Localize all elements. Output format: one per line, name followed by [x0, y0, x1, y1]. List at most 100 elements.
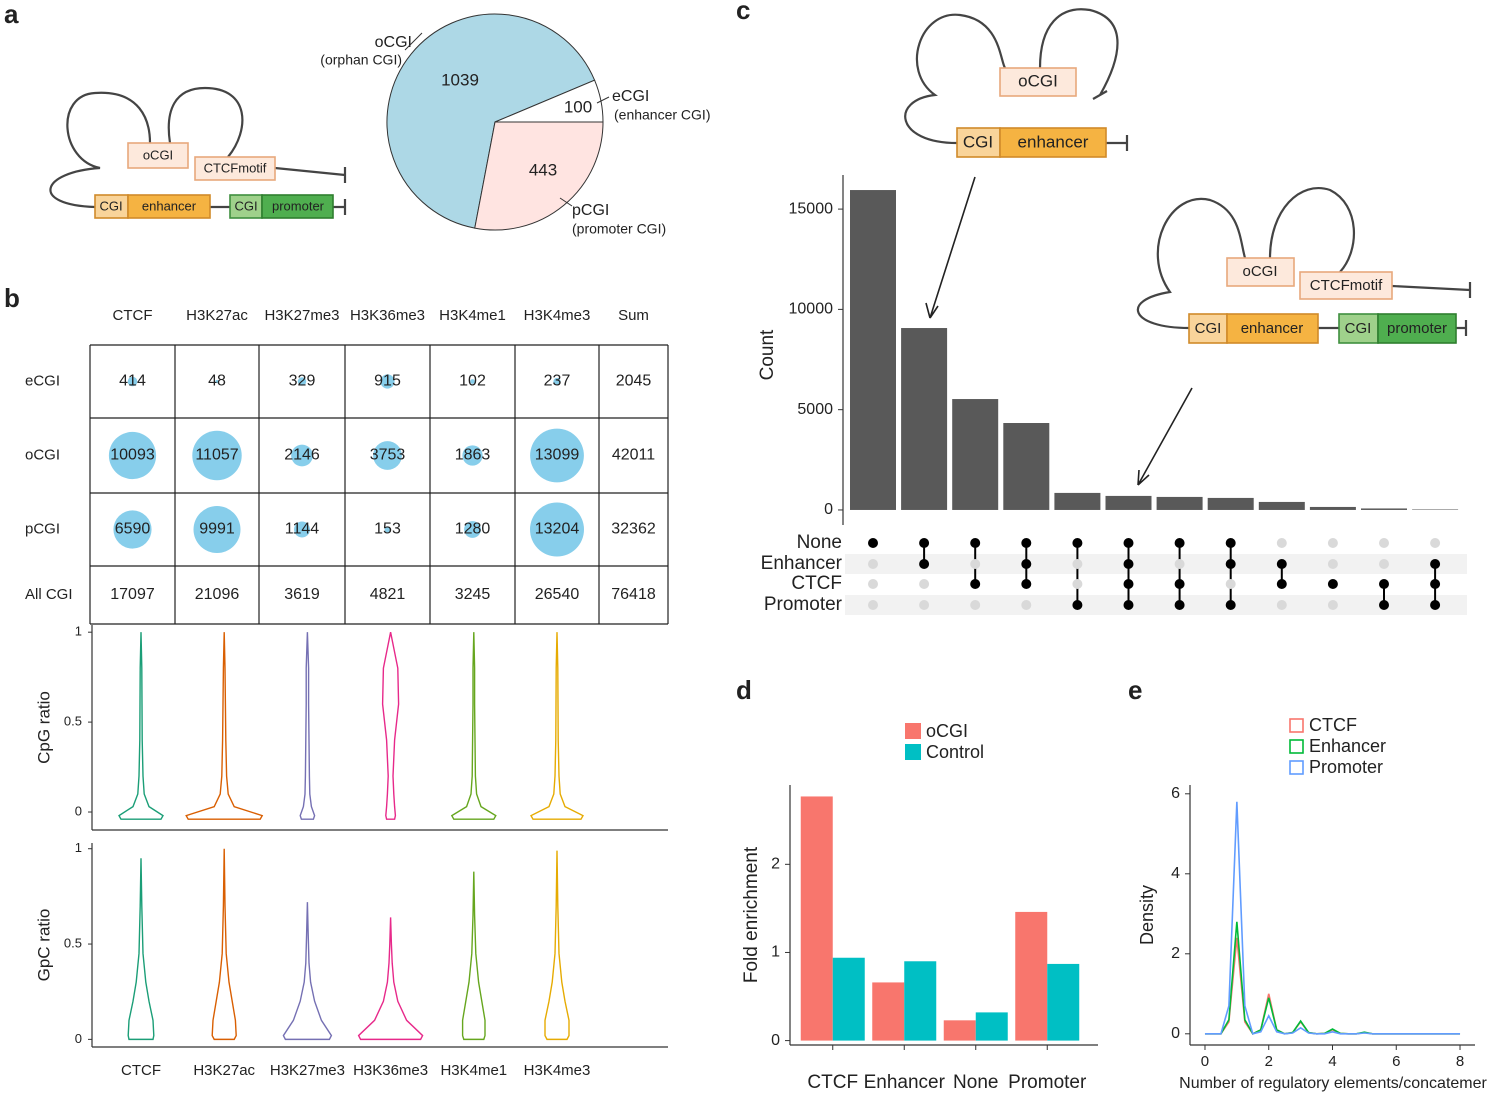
legend-label: oCGI	[926, 721, 968, 741]
diagram-label: CGI	[1195, 320, 1222, 337]
matrix-dot	[1379, 559, 1389, 569]
pie-category-label: eCGI	[612, 88, 649, 105]
matrix-dot	[919, 538, 930, 548]
row-header: pCGI	[25, 520, 60, 537]
matrix-stripe	[845, 554, 1467, 574]
box	[1226, 313, 1319, 344]
matrix-stripe	[845, 595, 1467, 615]
bar	[943, 1020, 976, 1041]
pie-description: (promoter CGI)	[572, 221, 666, 237]
y-tick-label: 0	[1171, 1025, 1180, 1042]
matrix-dot	[1072, 579, 1083, 589]
y-tick-label: 0	[771, 1032, 780, 1049]
cell-value: 48	[208, 373, 226, 390]
diagram-label: enhancer	[1241, 320, 1304, 337]
pie-category-label: oCGI	[375, 34, 412, 51]
diagram-label: enhancer	[1018, 132, 1089, 151]
diagram-label: CGI	[963, 132, 993, 151]
matrix-dot	[1327, 538, 1338, 548]
column-header: H3K36me3	[350, 307, 425, 324]
x-tick-label: Promoter	[1008, 1072, 1087, 1093]
cell-value: 153	[374, 521, 401, 538]
box	[1188, 313, 1228, 344]
diagram-c-upper: oCGI CGI enhancer	[904, 8, 1129, 319]
x-tick-label: H3K4me1	[440, 1062, 507, 1079]
matrix-dot	[970, 600, 981, 610]
diagram-label: oCGI	[143, 147, 173, 162]
matrix-dot	[1072, 600, 1083, 610]
bubble	[530, 428, 584, 483]
cell-value: 2045	[616, 373, 652, 390]
bubble	[127, 376, 138, 387]
bar	[1361, 508, 1407, 510]
bubble	[530, 502, 584, 557]
pie-value-label: 100	[564, 97, 592, 116]
column-header: Sum	[618, 307, 649, 324]
cell-value: 76418	[611, 586, 656, 603]
matrix-dot	[1430, 538, 1441, 548]
connector	[210, 166, 347, 215]
matrix-dot	[1225, 579, 1236, 589]
diagram-label: CGI	[234, 198, 257, 213]
matrix-dot	[1123, 559, 1134, 569]
box	[194, 156, 276, 181]
matrix-dot	[1123, 600, 1134, 610]
box	[127, 194, 211, 219]
y-tick-label: 0.5	[64, 935, 82, 950]
pie-slice	[474, 121, 604, 231]
matrix-dot	[1021, 600, 1032, 610]
x-axis-label: Number of regulatory elements/concatemer	[1179, 1075, 1487, 1092]
pie-value-label: 1039	[441, 70, 479, 89]
cell-value: 3619	[284, 586, 320, 603]
row-header: eCGI	[25, 372, 60, 389]
matrix-dot	[970, 559, 981, 569]
violin	[127, 858, 155, 1041]
x-tick-label: 8	[1456, 1053, 1464, 1070]
bubble	[373, 441, 402, 470]
violin	[299, 632, 316, 820]
cell-value: 102	[459, 373, 486, 390]
matrix-dot	[1072, 559, 1083, 569]
violin	[211, 848, 237, 1041]
bubble	[192, 430, 242, 481]
bubble	[297, 377, 307, 386]
diagram-a: oCGI CTCFmotif CGI enhancer CGI promoter	[49, 86, 347, 219]
bubble	[294, 521, 310, 538]
matrix-dot	[868, 559, 878, 569]
bar	[1156, 496, 1203, 510]
density-line	[1204, 801, 1461, 1035]
bubble	[384, 526, 391, 533]
bar	[975, 1012, 1008, 1041]
cell-value: 1144	[285, 521, 320, 538]
matrix-dot	[970, 538, 981, 548]
bar	[1047, 963, 1080, 1041]
column-header: H3K27me3	[264, 307, 339, 324]
x-tick-label: Enhancer	[864, 1072, 946, 1093]
diagram-label: promoter	[272, 198, 325, 213]
loop	[1038, 8, 1129, 151]
matrix-dot	[1072, 538, 1083, 548]
pie-description: (orphan CGI)	[320, 52, 402, 68]
matrix-dot	[868, 538, 878, 548]
bubble	[380, 374, 395, 389]
matrix-dot	[919, 600, 930, 610]
legend-swatch	[1289, 739, 1304, 754]
x-tick-label: H3K36me3	[353, 1062, 428, 1079]
bar	[1309, 506, 1356, 510]
y-tick-label: 5000	[797, 401, 833, 418]
pie-value-label: 443	[529, 160, 557, 179]
bubble	[553, 377, 561, 386]
diagram-label: promoter	[1387, 320, 1447, 337]
matrix-dot	[1327, 559, 1338, 569]
bubble	[462, 445, 483, 466]
box	[127, 142, 189, 169]
cell-value: 3753	[370, 447, 406, 464]
y-tick-label: 6	[1171, 785, 1180, 802]
arrow	[1137, 387, 1193, 486]
matrix-dot	[1276, 600, 1287, 610]
bar	[1015, 911, 1048, 1041]
bubble	[464, 521, 481, 538]
bubble	[470, 379, 475, 384]
bar	[1207, 497, 1254, 510]
